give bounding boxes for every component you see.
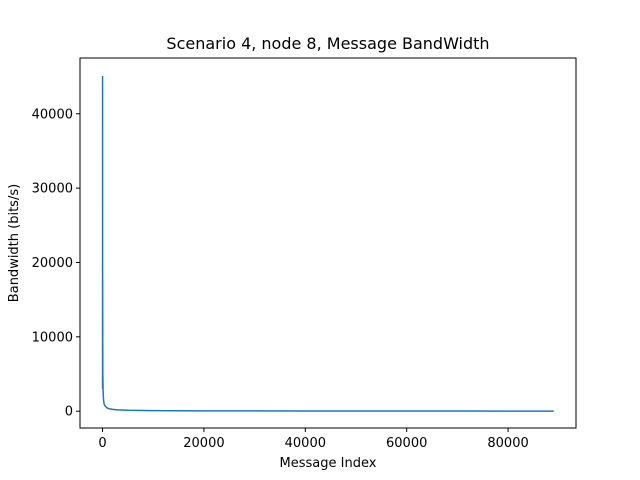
y-tick-label: 20000 (32, 256, 73, 271)
x-axis-label: Message Index (280, 456, 377, 471)
x-tick-label: 20000 (183, 436, 224, 451)
x-tick-label: 80000 (487, 436, 528, 451)
chart-title: Scenario 4, node 8, Message BandWidth (166, 34, 489, 53)
series-line-0 (101, 75, 554, 412)
plot-area (101, 75, 554, 412)
y-tick-label: 40000 (32, 107, 73, 122)
y-tick-label: 10000 (32, 330, 73, 345)
y-tick-label: 0 (65, 405, 73, 420)
plot-frame (79, 57, 577, 429)
y-axis: 0 10000 20000 30000 40000 (32, 107, 80, 420)
y-tick-label: 30000 (32, 182, 73, 197)
x-tick-label: 60000 (386, 436, 427, 451)
x-axis: 0 20000 40000 60000 80000 (98, 428, 529, 451)
x-tick-label: 40000 (285, 436, 326, 451)
x-tick-label: 0 (98, 436, 106, 451)
y-axis-label: Bandwidth (bits/s) (7, 184, 22, 302)
